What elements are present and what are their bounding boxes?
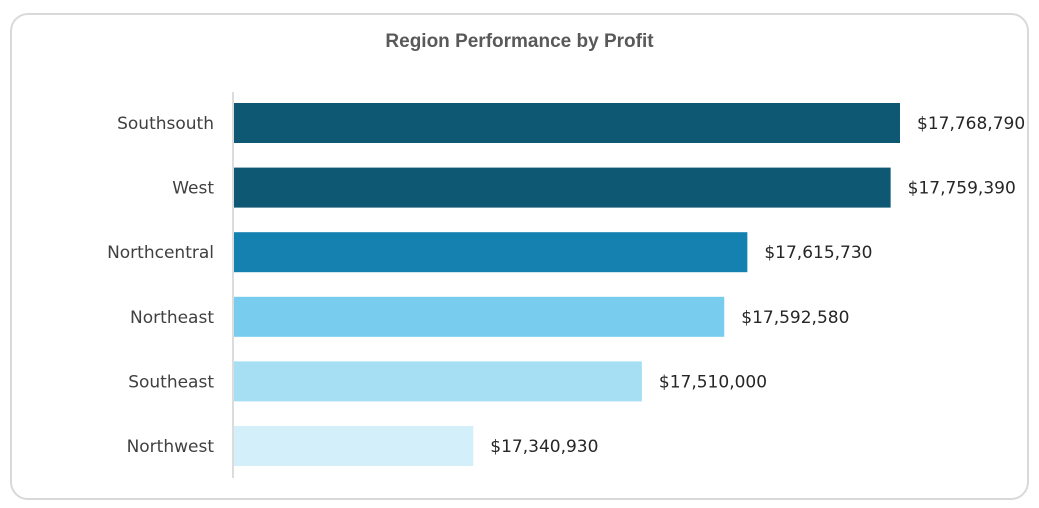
chart-title: Region Performance by Profit	[385, 31, 654, 52]
value-label-west: $17,759,390	[908, 179, 1016, 199]
bar-southsouth	[234, 103, 900, 143]
category-label-northeast: Northeast	[130, 308, 214, 328]
category-label-southsouth: Southsouth	[117, 114, 214, 134]
bar-west	[234, 167, 891, 208]
bars-layer: Southsouth $17,768,790 West $17,759,390 Nort…	[107, 103, 1025, 466]
value-label-northeast: $17,592,580	[741, 308, 849, 328]
bar-northeast	[234, 296, 725, 337]
category-label-west: West	[172, 179, 214, 199]
bar-northcentral	[234, 232, 748, 273]
bar-southeast	[234, 361, 642, 402]
value-label-northwest: $17,340,930	[490, 437, 598, 457]
value-label-southsouth: $17,768,790	[917, 114, 1025, 134]
category-label-southeast: Southeast	[128, 372, 214, 392]
value-label-southeast: $17,510,000	[659, 372, 767, 392]
bar-northwest	[234, 426, 474, 466]
category-label-northwest: Northwest	[127, 437, 215, 457]
value-label-northcentral: $17,615,730	[764, 243, 872, 263]
category-label-northcentral: Northcentral	[107, 243, 214, 263]
